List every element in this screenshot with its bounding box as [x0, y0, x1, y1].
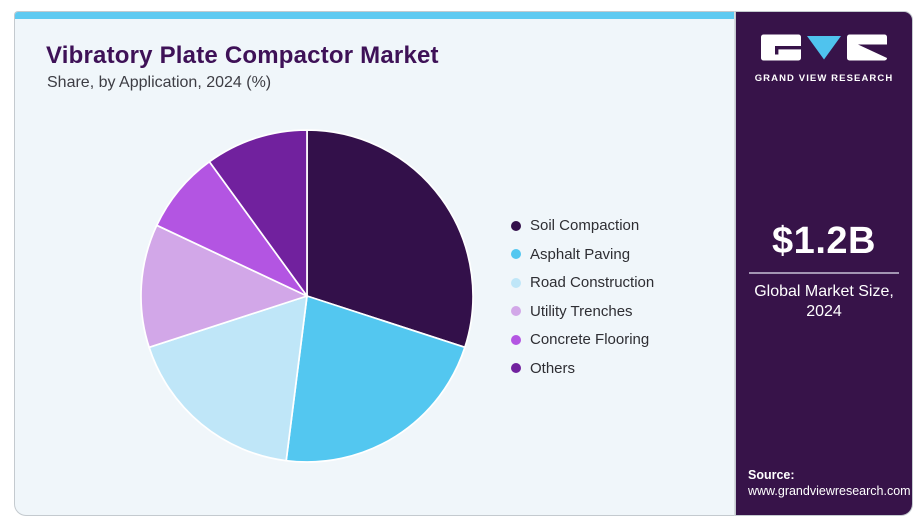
- legend-label: Asphalt Paving: [530, 245, 631, 263]
- page-title: Vibratory Plate Compactor Market: [46, 42, 439, 69]
- legend-swatch-icon: [511, 334, 521, 345]
- page-subtitle: Share, by Application, 2024 (%): [47, 74, 272, 91]
- legend-label: Others: [530, 359, 576, 377]
- pie-slice-asphalt-paving: [285, 295, 466, 463]
- legend-item: Utility Trenches: [511, 302, 654, 320]
- legend: Soil Compaction Asphalt Paving Road Cons…: [511, 217, 655, 390]
- brand-logo-block: GRAND VIEW RESEARCH: [736, 33, 912, 84]
- market-size-label: Global Market Size, 2024: [754, 283, 894, 320]
- legend-swatch-icon: [511, 306, 521, 317]
- pie-slice-soil-compaction: [306, 129, 474, 349]
- legend-label: Concrete Flooring: [530, 331, 650, 349]
- legend-item: Soil Compaction: [511, 217, 654, 234]
- brand-sidebar: GRAND VIEW RESEARCH $1.2B Global Market …: [735, 11, 913, 516]
- legend-swatch-icon: [511, 220, 521, 231]
- legend-item: Concrete Flooring: [511, 331, 654, 349]
- accent-top-bar: [15, 12, 734, 19]
- market-size-block: $1.2B Global Market Size, 2024: [736, 220, 912, 322]
- legend-swatch-icon: [511, 363, 521, 374]
- source-url[interactable]: www.grandviewresearch.com: [748, 484, 911, 498]
- legend-swatch-icon: [511, 249, 521, 260]
- pie-slice-road-construction: [148, 295, 308, 462]
- brand-name: GRAND VIEW RESEARCH: [754, 73, 894, 84]
- chart-card: Vibratory Plate Compactor Market Share, …: [14, 11, 735, 516]
- pie-chart: [139, 128, 475, 464]
- pie-slice-others: [208, 129, 308, 297]
- source-block: Source: www.grandviewresearch.com: [748, 468, 911, 498]
- legend-label: Utility Trenches: [530, 302, 633, 320]
- pie-slice-utility-trenches: [140, 224, 308, 349]
- market-size-value: $1.2B: [772, 220, 876, 262]
- legend-label: Road Construction: [530, 274, 655, 292]
- source-label: Source:: [748, 468, 795, 482]
- divider: [749, 272, 899, 274]
- pie-chart-svg: [140, 129, 474, 463]
- legend-item: Road Construction: [511, 274, 655, 292]
- legend-item: Asphalt Paving: [511, 245, 654, 263]
- gvr-logo-icon: [761, 34, 887, 61]
- legend-label: Soil Compaction: [530, 217, 640, 234]
- legend-swatch-icon: [511, 277, 521, 288]
- legend-item: Others: [511, 359, 654, 377]
